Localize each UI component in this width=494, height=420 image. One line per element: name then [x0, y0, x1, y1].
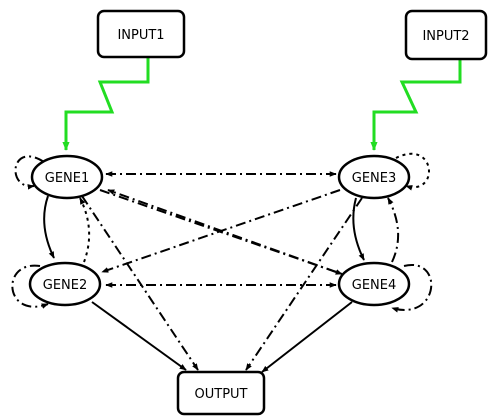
input1-label: INPUT1	[117, 28, 164, 43]
edge-gene3-output	[245, 197, 363, 371]
input2-label: INPUT2	[422, 29, 469, 44]
signal-edge-input1-gene1	[62, 58, 150, 151]
input2-node: INPUT2	[404, 9, 488, 61]
signal-edge-input2-gene3	[370, 60, 462, 151]
gene4-node: GENE4	[337, 261, 411, 307]
self-loop-gene1	[14, 155, 45, 190]
self-loop-gene4	[391, 263, 433, 313]
edge-gene1-output	[81, 195, 199, 371]
gene3-label: GENE3	[352, 171, 397, 186]
edge-gene2-output	[91, 301, 187, 371]
gene1-label: GENE1	[45, 171, 90, 186]
edge-gene1-gene2	[43, 195, 55, 259]
edge-gene4-gene3	[387, 197, 400, 263]
edge-gene4-gene1	[107, 189, 337, 273]
gene2-label: GENE2	[43, 278, 88, 293]
gene1-node: GENE1	[30, 154, 104, 200]
edge-gene2-gene1	[79, 197, 91, 263]
self-loop-gene2	[11, 264, 49, 309]
edge-gene3-gene4	[352, 197, 365, 261]
gene3-node: GENE3	[337, 154, 411, 200]
input1-node: INPUT1	[96, 9, 186, 59]
output-label: OUTPUT	[195, 387, 248, 402]
edge-gene4-output	[261, 301, 353, 373]
output-node: OUTPUT	[176, 370, 266, 416]
gene4-label: GENE4	[352, 278, 397, 293]
gene2-node: GENE2	[28, 261, 102, 307]
